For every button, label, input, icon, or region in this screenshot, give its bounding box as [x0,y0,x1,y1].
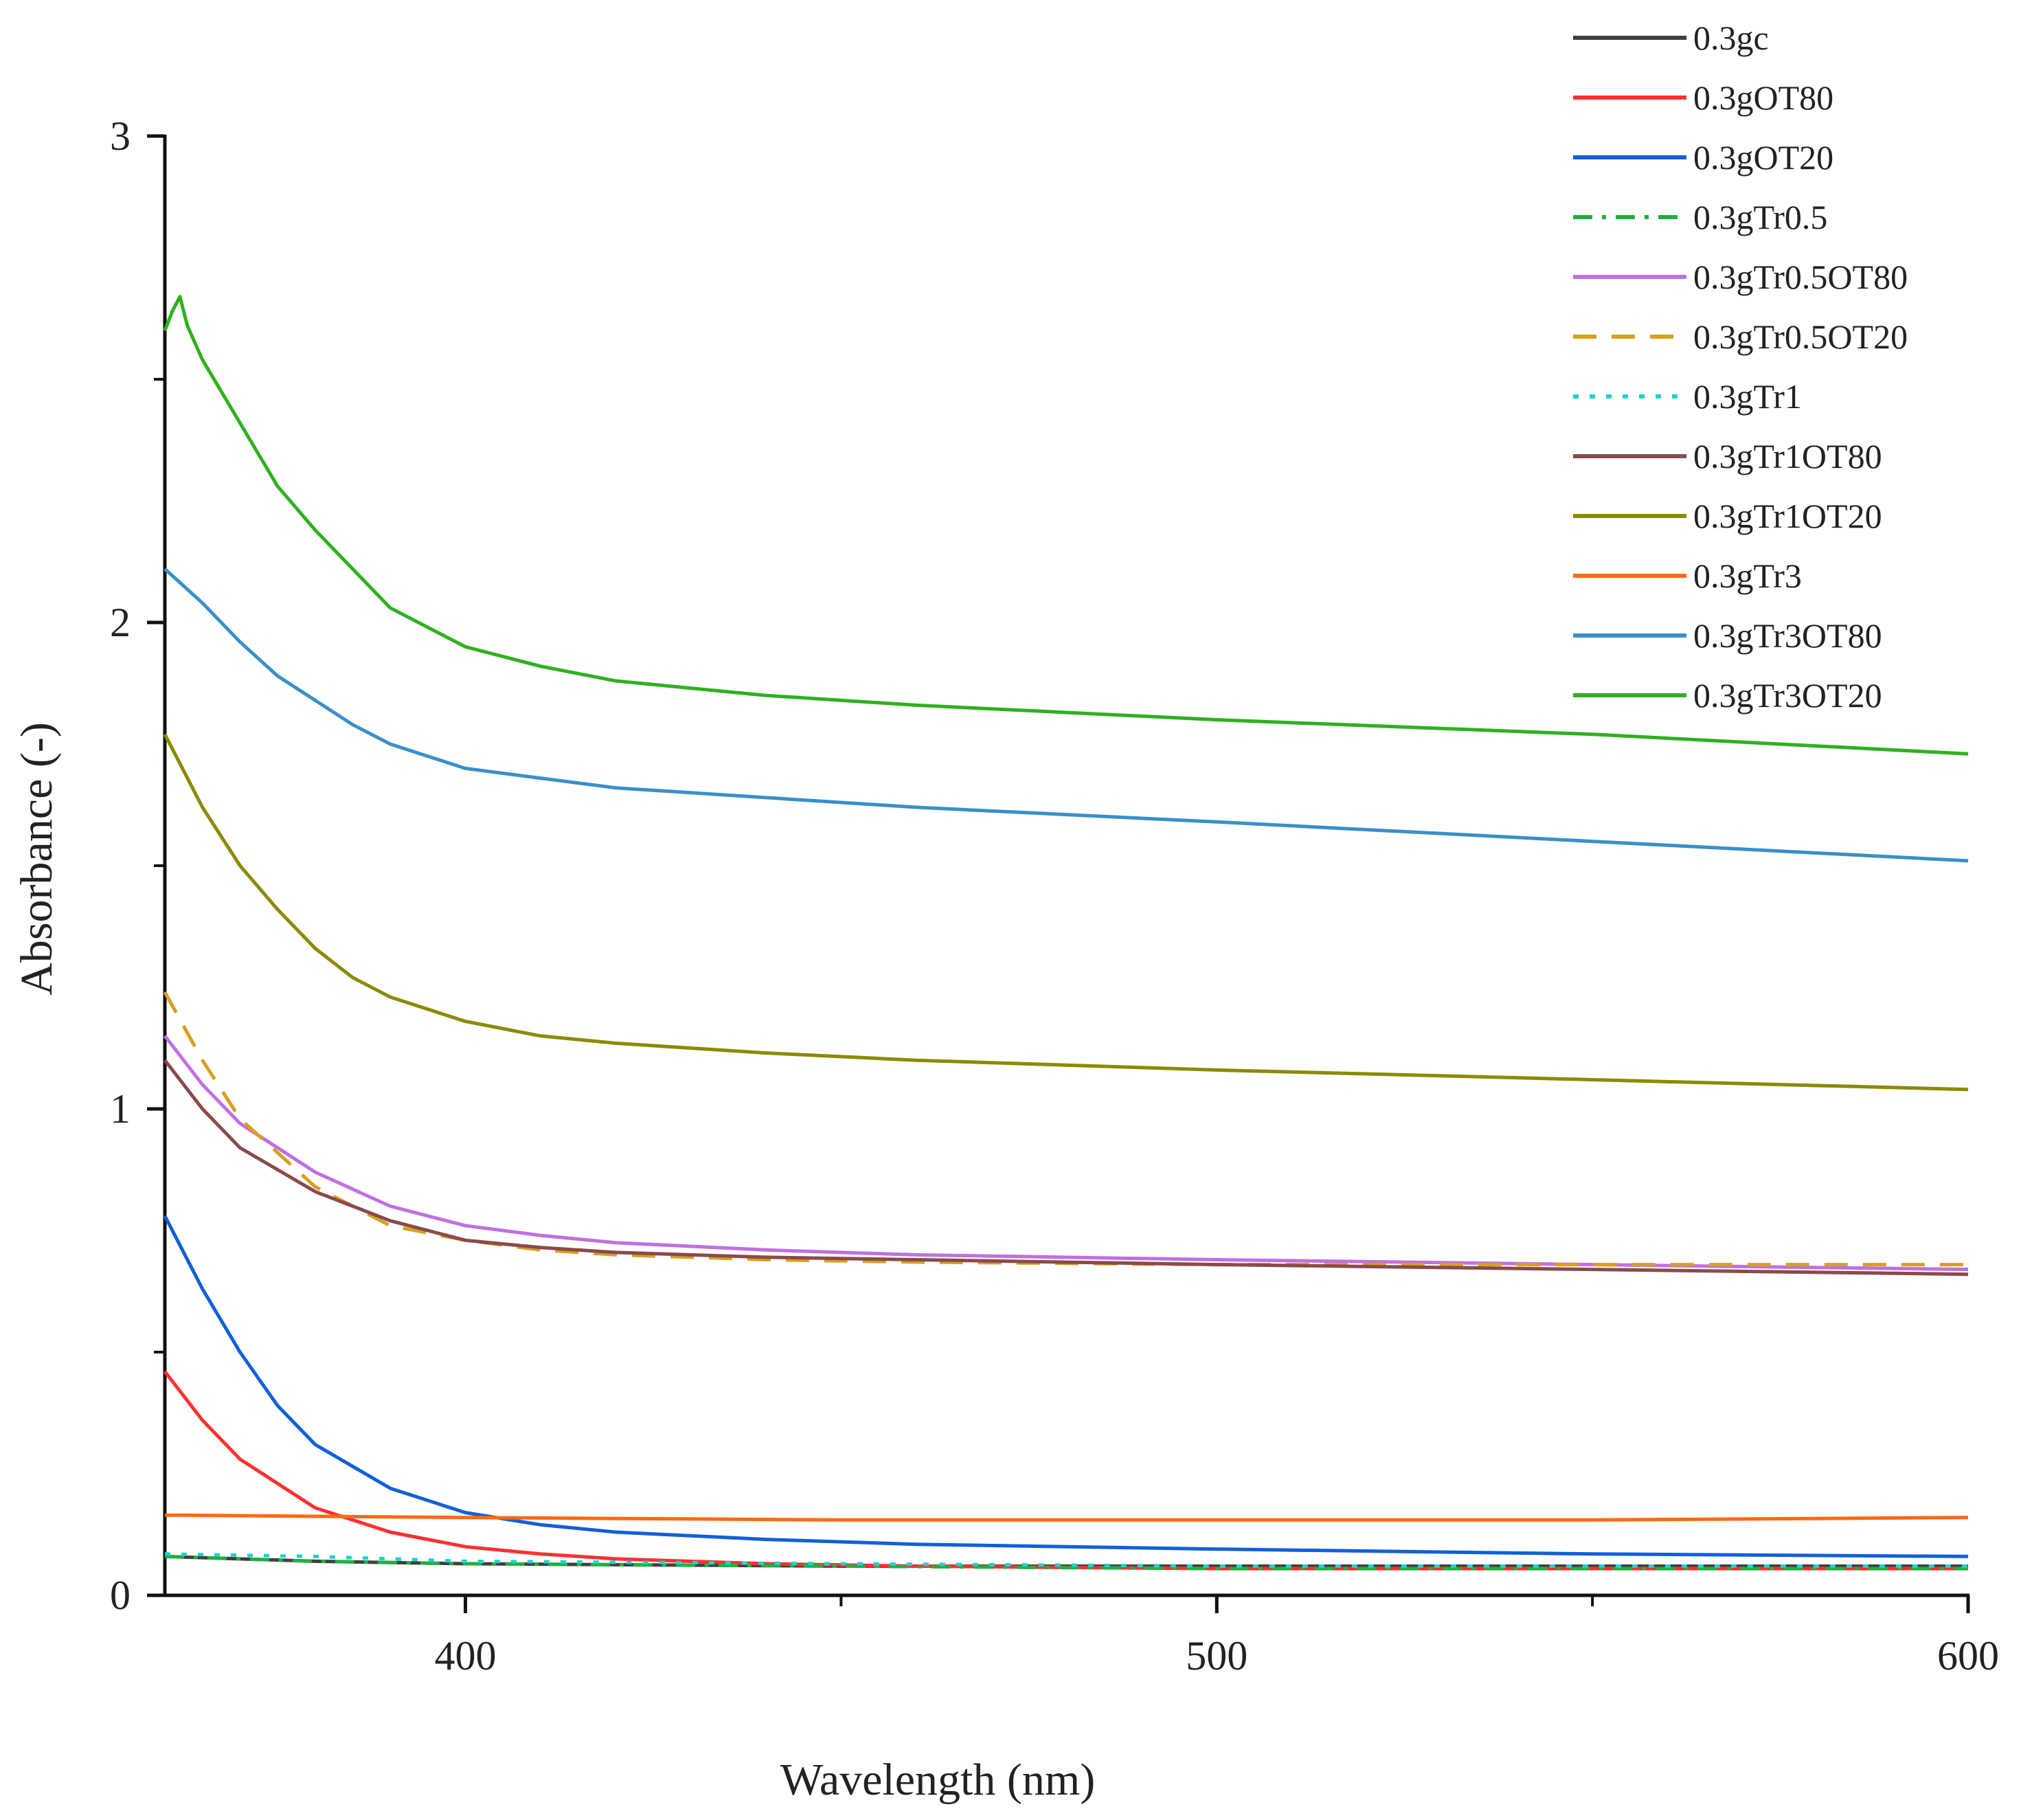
series-line-0-3gTr1OT20 [163,733,1969,1092]
legend-label: 0.3gc [1693,19,1769,57]
x-tick-label: 600 [1937,1633,1999,1678]
series-lines [163,295,1969,1571]
series-line-0-3gTr1OT80 [163,1059,1969,1277]
legend-label: 0.3gTr1 [1693,377,1802,416]
y-tick-label: 2 [110,600,131,645]
legend-label: 0.3gTr0.5OT80 [1693,258,1908,296]
legend-label: 0.3gTr3OT20 [1693,676,1882,715]
y-tick-label: 0 [110,1573,131,1618]
legend-label: 0.3gOT80 [1693,78,1833,117]
x-axis-label: Wavelength (nm) [780,1755,1095,1805]
series-line-0-3gTr0-5OT80 [163,1035,1969,1272]
x-tick-label: 400 [435,1633,497,1678]
legend-label: 0.3gTr3OT80 [1693,616,1882,655]
axes: 0 1 2 3 400 500 600 [110,113,1999,1678]
y-tick-label: 1 [110,1086,131,1132]
series-line-0-3gTr0-5OT20 [163,991,1968,1267]
x-tick-label: 500 [1186,1633,1247,1678]
legend-label: 0.3gTr3 [1693,557,1802,595]
series-line-0-3gTr3OT20 [163,295,1969,756]
y-tick-label: 3 [110,113,131,159]
legend-label: 0.3gOT20 [1693,138,1833,177]
legend-label: 0.3gTr0.5OT20 [1693,317,1908,356]
series-line-0-3gTr3 [164,1513,1969,1522]
y-axis-label: Absorbance (-) [12,722,62,996]
legend: 0.3gc 0.3gOT80 0.3gOT20 0.3gTr0.5 0.3gTr0.5O… [1573,19,1908,715]
legend-label: 0.3gTr1OT80 [1693,437,1882,475]
series-line-0-3gTr1 [164,1552,1968,1568]
legend-label: 0.3gTr1OT20 [1693,497,1882,535]
legend-label: 0.3gTr0.5 [1693,198,1827,236]
series-line-0-3gTr3OT80 [163,568,1969,863]
series-line-0-3gOT80 [163,1370,1968,1571]
